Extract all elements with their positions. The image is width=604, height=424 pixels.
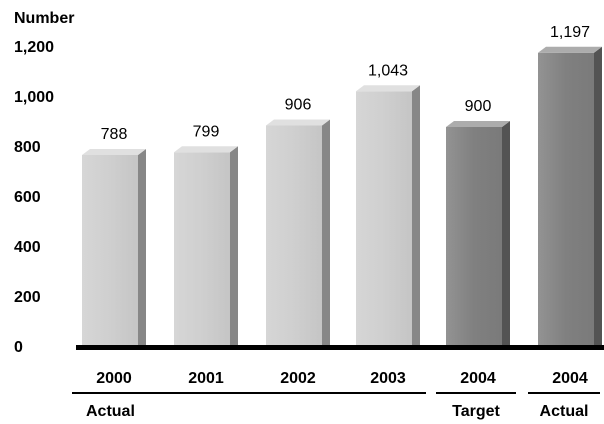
y-tick-label: 0: [14, 339, 23, 356]
data-label: 906: [285, 97, 312, 114]
x-ticks: 2000 2001 2002 2003 2004 2004: [96, 370, 588, 387]
bar-side: [138, 149, 146, 346]
y-tick-label: 200: [14, 289, 41, 306]
bar-front: [266, 125, 322, 346]
bar-top: [174, 146, 238, 153]
group-label: Actual: [86, 403, 135, 420]
bar: [538, 46, 602, 346]
data-label: 900: [465, 98, 492, 115]
x-tick-label: 2003: [370, 370, 406, 387]
bar: [266, 119, 330, 346]
bar-front: [538, 52, 594, 346]
bar-front: [174, 152, 230, 346]
data-label: 1,043: [368, 62, 408, 79]
bar-top: [82, 149, 146, 155]
y-tick-label: 400: [14, 239, 41, 256]
y-axis-title: Number: [14, 10, 74, 27]
group-underline: [436, 392, 516, 394]
bar-side: [322, 119, 330, 346]
group-labels: Actual Target Actual: [72, 392, 600, 420]
x-tick-label: 2002: [280, 370, 316, 387]
data-label: 788: [101, 126, 128, 143]
bar-top: [446, 121, 510, 127]
bar-side: [594, 46, 602, 346]
bar-side: [412, 85, 420, 346]
data-label: 1,197: [550, 24, 590, 41]
x-tick-label: 2004: [552, 370, 588, 387]
x-axis-baseline: [76, 345, 604, 350]
x-tick-label: 2001: [188, 370, 224, 387]
bar-top: [266, 119, 330, 126]
bar-side: [230, 146, 238, 346]
y-tick-label: 1,200: [14, 39, 54, 56]
bar-top: [538, 46, 602, 53]
x-tick-label: 2000: [96, 370, 132, 387]
bar: [446, 121, 510, 346]
bar-top: [356, 85, 420, 92]
y-ticks: 0 200 400 600 800 1,000 1,200: [14, 39, 54, 356]
bar-side: [502, 121, 510, 346]
y-tick-label: 1,000: [14, 89, 54, 106]
bar: [174, 146, 238, 346]
bar: [82, 149, 146, 346]
bar: [356, 85, 420, 346]
y-tick-label: 800: [14, 139, 41, 156]
y-tick-label: 600: [14, 189, 41, 206]
data-label: 799: [193, 123, 220, 140]
bar-front: [82, 155, 138, 346]
bar-front: [446, 127, 502, 346]
group-label: Target: [452, 403, 500, 420]
x-tick-label: 2004: [460, 370, 496, 387]
bar-front: [356, 91, 412, 346]
group-underline: [528, 392, 600, 394]
group-underline: [72, 392, 426, 394]
group-label: Actual: [540, 403, 589, 420]
bars: 788 799 906 1,043 900 1,197: [76, 24, 604, 350]
